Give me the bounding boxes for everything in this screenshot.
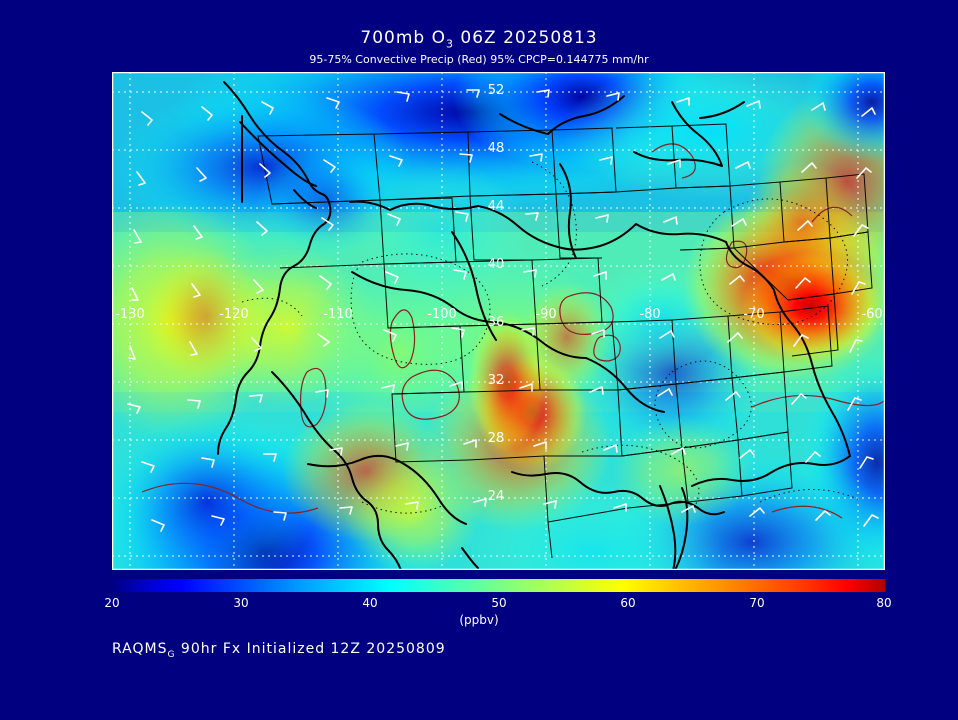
colorbar-tick: 50	[491, 596, 507, 610]
latitude-labels: 52 48 44 40 36 32 28 24	[488, 83, 505, 504]
footer-caption: RAQMSG 90hr Fx Initialized 12Z 20250809	[112, 641, 446, 660]
colorbar-tick: 80	[876, 596, 892, 610]
footer-subscript: G	[167, 649, 176, 660]
lat-label: 44	[488, 199, 505, 214]
ozone-map: 52 48 44 40 36 32 28 24 -130 -120 -110 -…	[112, 72, 885, 570]
lat-label: 40	[488, 257, 505, 272]
colorbar	[112, 579, 885, 592]
map-border	[112, 72, 885, 570]
coastlines-and-borders	[217, 81, 851, 570]
state-borders	[257, 123, 873, 559]
lon-label: -70	[743, 307, 764, 322]
colorbar-tick: 40	[362, 596, 378, 610]
lat-label: 36	[488, 315, 505, 330]
lon-label: -90	[535, 307, 556, 322]
lat-label: 32	[488, 373, 505, 388]
colorbar-tick: 30	[233, 596, 249, 610]
lon-label: -80	[639, 307, 660, 322]
page-title: 700mb O3 06Z 20250813	[0, 28, 958, 50]
lon-label: -60	[861, 307, 882, 322]
colorbar-tick: 70	[749, 596, 765, 610]
lon-label: -120	[219, 307, 249, 322]
longitude-labels: -130 -120 -110 -100 -90 -80 -70 -60	[115, 307, 882, 322]
lon-label: -110	[323, 307, 353, 322]
footer-prefix: RAQMS	[112, 641, 168, 657]
footer-suffix: 90hr Fx Initialized 12Z 20250809	[175, 641, 446, 657]
colorbar-unit-label: (ppbv)	[459, 613, 499, 627]
wind-barbs	[127, 89, 879, 532]
map-canvas: 52 48 44 40 36 32 28 24 -130 -120 -110 -…	[112, 72, 885, 570]
colorbar-tick: 20	[104, 596, 120, 610]
lat-label: 28	[488, 431, 505, 446]
title-suffix: 06Z 20250813	[453, 28, 598, 48]
lat-label: 24	[488, 489, 505, 504]
lat-label: 52	[488, 83, 505, 98]
title-prefix: 700mb O	[360, 28, 446, 48]
lon-label: -130	[115, 307, 145, 322]
colorbar-tick: 60	[620, 596, 636, 610]
ozone-field	[112, 72, 885, 570]
page-subtitle: 95-75% Convective Precip (Red) 95% CPCP=…	[309, 53, 649, 66]
lat-label: 48	[488, 141, 505, 156]
lon-label: -100	[427, 307, 457, 322]
title-subscript: 3	[445, 37, 454, 51]
